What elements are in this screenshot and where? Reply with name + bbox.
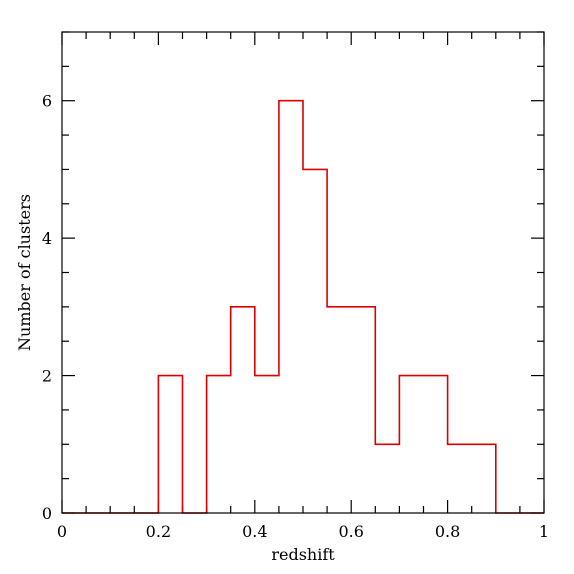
x-axis-label: redshift	[271, 545, 335, 564]
histogram-series	[62, 99, 544, 514]
y-tick-label: 2	[42, 367, 52, 386]
x-tick-label: 0.6	[338, 522, 363, 541]
x-tick-label: 0	[57, 522, 67, 541]
y-tick-label: 4	[42, 229, 52, 248]
y-tick-label: 6	[42, 92, 52, 111]
x-tick-label: 0.4	[242, 522, 267, 541]
y-axis-label: Number of clusters	[15, 194, 34, 351]
x-tick-label: 0.8	[435, 522, 460, 541]
x-tick-label: 1	[539, 522, 549, 541]
y-tick-labels: 0 2 4 6	[42, 92, 52, 523]
x-tick-label: 0.2	[146, 522, 171, 541]
x-tick-labels: 0 0.2 0.4 0.6 0.8 1	[57, 522, 549, 541]
y-tick-label: 0	[42, 504, 52, 523]
plot-frame	[61, 31, 545, 514]
